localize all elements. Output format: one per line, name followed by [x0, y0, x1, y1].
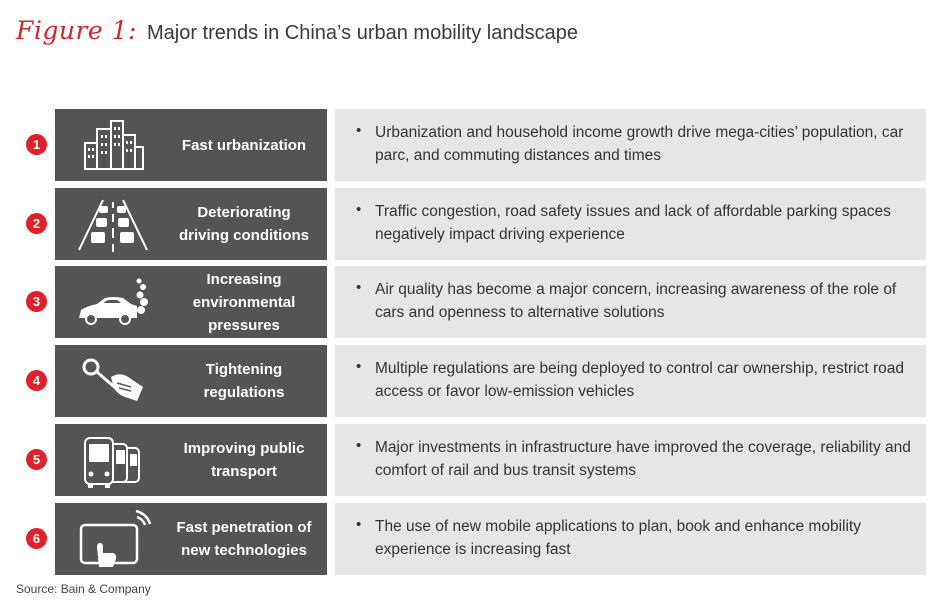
- bullet: •: [356, 516, 362, 533]
- trend-label-panel: Increasing environmental pressures: [55, 266, 327, 338]
- source-note: Source: Bain & Company: [16, 582, 151, 596]
- figure-title: Figure 1: Major trends in China’s urban …: [16, 16, 578, 46]
- trend-label-panel: Fast penetration of new technologies: [55, 503, 327, 575]
- trend-number: 2: [26, 213, 47, 234]
- tablet-touch-icon: [79, 509, 151, 567]
- trend-label-panel: Fast urbanization: [55, 109, 327, 181]
- trend-title: Improving public transport: [183, 440, 305, 480]
- trend-title: Fast urbanization: [181, 136, 307, 154]
- trend-row: 2 Deteriorating driving conditions • Tra…: [0, 188, 950, 260]
- trend-row: 6 Fast penetration of new technologies •…: [0, 503, 950, 575]
- trend-number: 5: [26, 449, 47, 470]
- bullet: •: [356, 201, 362, 218]
- trend-label-panel: Tightening regulations: [55, 345, 327, 417]
- hand-wrench-icon: [82, 358, 143, 401]
- trend-title: Tightening regulations: [203, 361, 285, 401]
- trend-description-panel: • Traffic congestion, road safety issues…: [335, 188, 926, 260]
- trend-description-panel: • Major investments in infrastructure ha…: [335, 424, 926, 496]
- trend-label-panel: Deteriorating driving conditions: [55, 188, 327, 260]
- trend-number: 6: [26, 528, 47, 549]
- trend-description: Urbanization and household income growth…: [375, 124, 904, 164]
- trend-row: 5 Improving public transport • Major inv…: [0, 424, 950, 496]
- trend-description: Air quality has become a major concern, …: [375, 281, 897, 321]
- bullet: •: [356, 279, 362, 296]
- car-exhaust-icon: [79, 278, 148, 325]
- trend-description: Major investments in infrastructure have…: [375, 439, 911, 479]
- trend-number: 4: [26, 370, 47, 391]
- buses-icon: [84, 437, 140, 488]
- figure-heading: Major trends in China’s urban mobility l…: [146, 22, 578, 44]
- trend-title: Deteriorating driving conditions: [179, 204, 309, 244]
- figure-label: Figure 1:: [16, 16, 137, 45]
- trend-title: Increasing environmental pressures: [192, 270, 296, 334]
- trend-number: 3: [26, 291, 47, 312]
- bullet: •: [356, 358, 362, 375]
- trend-row: 4 Tightening regulations • Multiple regu…: [0, 345, 950, 417]
- trend-row: 1 Fast urbanization: [0, 109, 950, 181]
- trend-title: Fast penetration of new technologies: [176, 519, 312, 559]
- traffic-jam-icon: [78, 199, 148, 252]
- trend-label-panel: Improving public transport: [55, 424, 327, 496]
- trend-description-panel: • Air quality has become a major concern…: [335, 266, 926, 338]
- trend-description-panel: • The use of new mobile applications to …: [335, 503, 926, 575]
- trend-description-panel: • Urbanization and household income grow…: [335, 109, 926, 181]
- trend-description: Traffic congestion, road safety issues a…: [375, 203, 891, 243]
- trend-number: 1: [26, 134, 47, 155]
- trend-description: Multiple regulations are being deployed …: [375, 360, 905, 400]
- trend-description-panel: • Multiple regulations are being deploye…: [335, 345, 926, 417]
- bullet: •: [356, 437, 362, 454]
- buildings-icon: [84, 120, 144, 170]
- bullet: •: [356, 122, 362, 139]
- trend-row: 3 Increasing environmental pressures • A…: [0, 266, 950, 338]
- trend-description: The use of new mobile applications to pl…: [375, 518, 861, 558]
